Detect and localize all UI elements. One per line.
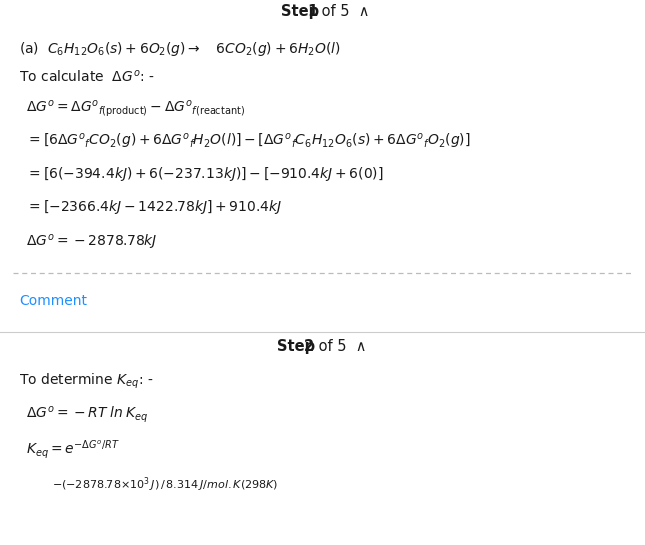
Text: Comment: Comment	[19, 294, 87, 308]
Text: Step: Step	[277, 338, 321, 354]
Text: of 5  ∧: of 5 ∧	[314, 338, 366, 354]
Text: 1: 1	[307, 4, 317, 20]
Text: To calculate  $\Delta G^o$: -: To calculate $\Delta G^o$: -	[19, 68, 155, 84]
Text: $= \left[6\Delta G^o{}_fCO_2(g)+6\Delta G^o{}_fH_2O(l)\right]-\left[\Delta G^o{}: $= \left[6\Delta G^o{}_fCO_2(g)+6\Delta …	[26, 132, 470, 151]
Text: of 5  ∧: of 5 ∧	[317, 4, 370, 20]
Text: (a)  $C_6H_{12}O_6(s)+6O_2(g)\rightarrow\quad 6CO_2(g)+6H_2O(l)$: (a) $C_6H_{12}O_6(s)+6O_2(g)\rightarrow\…	[19, 40, 341, 58]
Text: $= \left[6(-394.4kJ)+6(-237.13kJ)\right]-\left[-910.4kJ+6(0)\right]$: $= \left[6(-394.4kJ)+6(-237.13kJ)\right]…	[26, 165, 384, 184]
Text: $K_{eq}  = e^{-\Delta G^o/RT}$: $K_{eq} = e^{-\Delta G^o/RT}$	[26, 439, 119, 461]
Text: $= \left[-2366.4kJ-1422.78kJ\right]+910.4kJ$: $= \left[-2366.4kJ-1422.78kJ\right]+910.…	[26, 198, 282, 216]
Text: $\Delta G^o = \Delta G^o{}_{f\mathrm{(product)}} - \Delta G^o{}_{f\mathrm{(react: $\Delta G^o = \Delta G^o{}_{f\mathrm{(pr…	[26, 99, 245, 119]
Text: Step: Step	[281, 4, 324, 20]
Text: $\Delta G^o  =  -RT\; ln\; K_{eq}$: $\Delta G^o = -RT\; ln\; K_{eq}$	[26, 405, 148, 426]
Text: To determine $K_{eq}$: -: To determine $K_{eq}$: -	[19, 372, 154, 391]
Text: 2: 2	[304, 338, 314, 354]
Text: $\Delta G^o  =  -2878.78kJ$: $\Delta G^o = -2878.78kJ$	[26, 233, 157, 252]
Text: $-(-2878.78{\times}10^3\,J)\,/\,8.314\,J/mol.K(298K)$: $-(-2878.78{\times}10^3\,J)\,/\,8.314\,J…	[52, 476, 278, 494]
